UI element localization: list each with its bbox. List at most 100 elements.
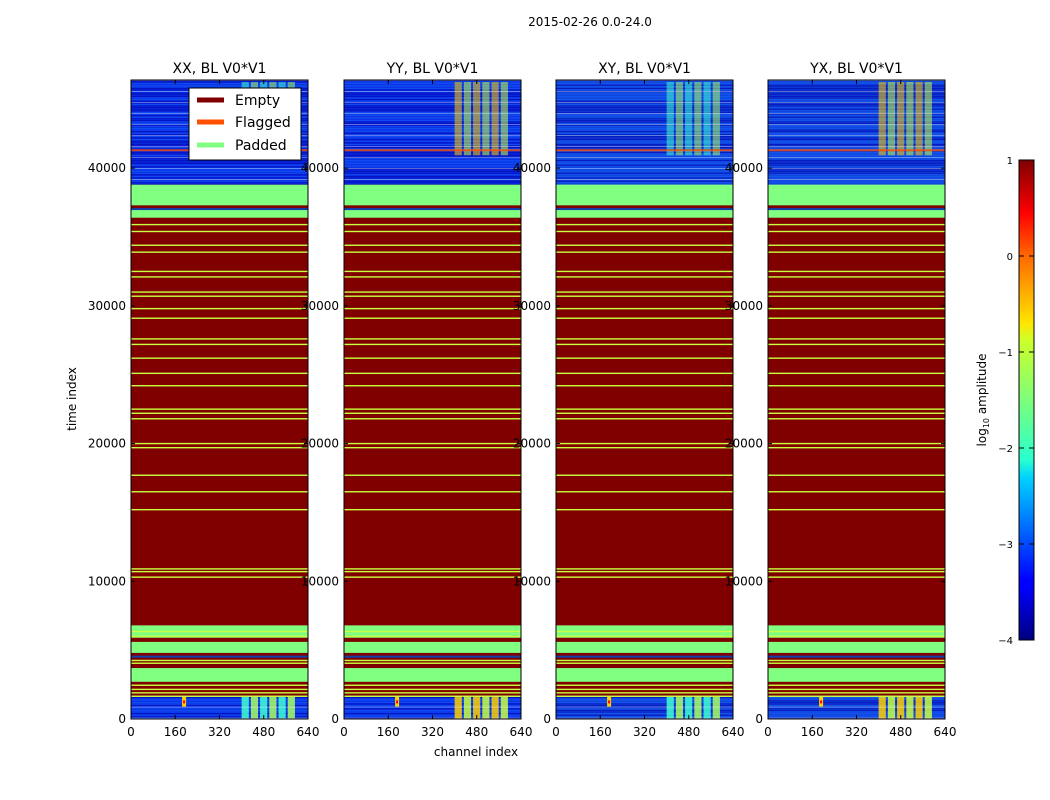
colorbar-label-log: log [975,428,989,446]
noise-row [344,139,521,140]
noise-row [344,172,521,174]
noise-row [556,140,733,142]
padded-band [556,668,733,682]
noise-row [344,137,521,139]
x-tick-label: 0 [552,725,560,739]
noise-row [344,153,521,155]
padded-line [768,474,945,476]
padded-line [556,343,733,346]
y-tick-label: 40000 [725,161,763,175]
noise-row [131,180,308,182]
padded-line [768,251,945,253]
noise-row [768,129,945,131]
sparse-data-row [768,655,945,658]
sparse-data-row [556,208,733,211]
noise-row [344,182,521,184]
legend-label-padded: Padded [235,138,287,154]
rfi-column [887,82,896,156]
padded-line [768,418,945,420]
y-tick-label: 10000 [513,574,551,588]
noise-row [344,701,521,703]
noise-row [768,97,945,99]
noise-row [556,88,733,89]
padded-line [131,568,308,570]
padded-line [556,568,733,570]
noise-row [556,182,733,184]
rfi-column [694,695,702,719]
noise-row [768,160,945,161]
noise-row [556,142,733,144]
data-gap-line [344,91,521,92]
noise-row [344,164,521,166]
rfi-column [906,82,914,156]
noise-row [131,174,308,176]
rfi-column [666,82,674,156]
x-tick-label: 320 [845,725,868,739]
noise-row [556,176,733,177]
data-gap-line [344,146,521,147]
noise-row [344,177,521,179]
noise-row [556,713,733,714]
noise-row [556,116,733,118]
noise-row [131,698,308,700]
rfi-column [482,82,490,156]
padded-line [344,338,521,340]
noise-row [768,120,945,121]
noise-row [344,161,521,163]
padded-line [556,223,733,226]
data-gap-line [556,124,733,125]
noise-row [131,169,308,171]
noise-row [344,179,521,180]
padded-line [131,338,308,340]
colorbar-label-sub: 10 [982,418,991,428]
noise-row [556,129,733,131]
noise-row [344,112,521,113]
noise-row [556,137,733,139]
noise-row [768,108,945,110]
padded-line [768,412,945,414]
noise-row [344,713,521,714]
noise-row [344,166,521,168]
rfi-column [703,695,711,719]
noise-row [768,172,945,174]
noise-row [768,179,945,180]
panels-container: XX, BL V0*V1 0 160 320 480 640 0 10000 20000 3000… [88,61,957,739]
padded-band [131,668,308,682]
rfi-column [454,695,462,719]
rfi-column [712,695,720,719]
padded-band [344,668,521,682]
sparse-data-row [131,655,308,658]
noise-row [131,164,308,166]
y-tick-label: 10000 [301,574,339,588]
noise-row [131,177,308,179]
panel-0: XX, BL V0*V1 0 160 320 480 640 0 10000 20000 3000… [88,61,320,739]
padded-line [131,688,308,691]
noise-row [344,703,521,705]
noise-row [556,104,733,105]
rfi-column [703,82,711,156]
noise-row [344,180,521,182]
y-tick-label: 20000 [725,437,763,451]
noise-row [556,110,733,112]
padded-line [131,276,308,278]
noise-row [768,698,945,700]
noise-row [344,108,521,110]
padded-line [556,684,733,686]
x-tick-label: 320 [208,725,231,739]
noise-row [131,706,308,708]
noise-row [556,145,733,147]
padded-line [556,630,733,633]
padded-band [131,641,308,653]
panel-title: XX, BL V0*V1 [173,61,267,77]
x-tick-label: 480 [677,725,700,739]
padded-line [556,442,733,445]
noise-row [768,116,945,118]
data-block [768,80,945,185]
noise-row [344,698,521,700]
padded-line [768,695,945,697]
padded-line [768,630,945,633]
colorbar-gradient [1018,159,1035,641]
padded-line [344,684,521,686]
data-gap-line [556,157,733,158]
noise-row [556,705,733,706]
